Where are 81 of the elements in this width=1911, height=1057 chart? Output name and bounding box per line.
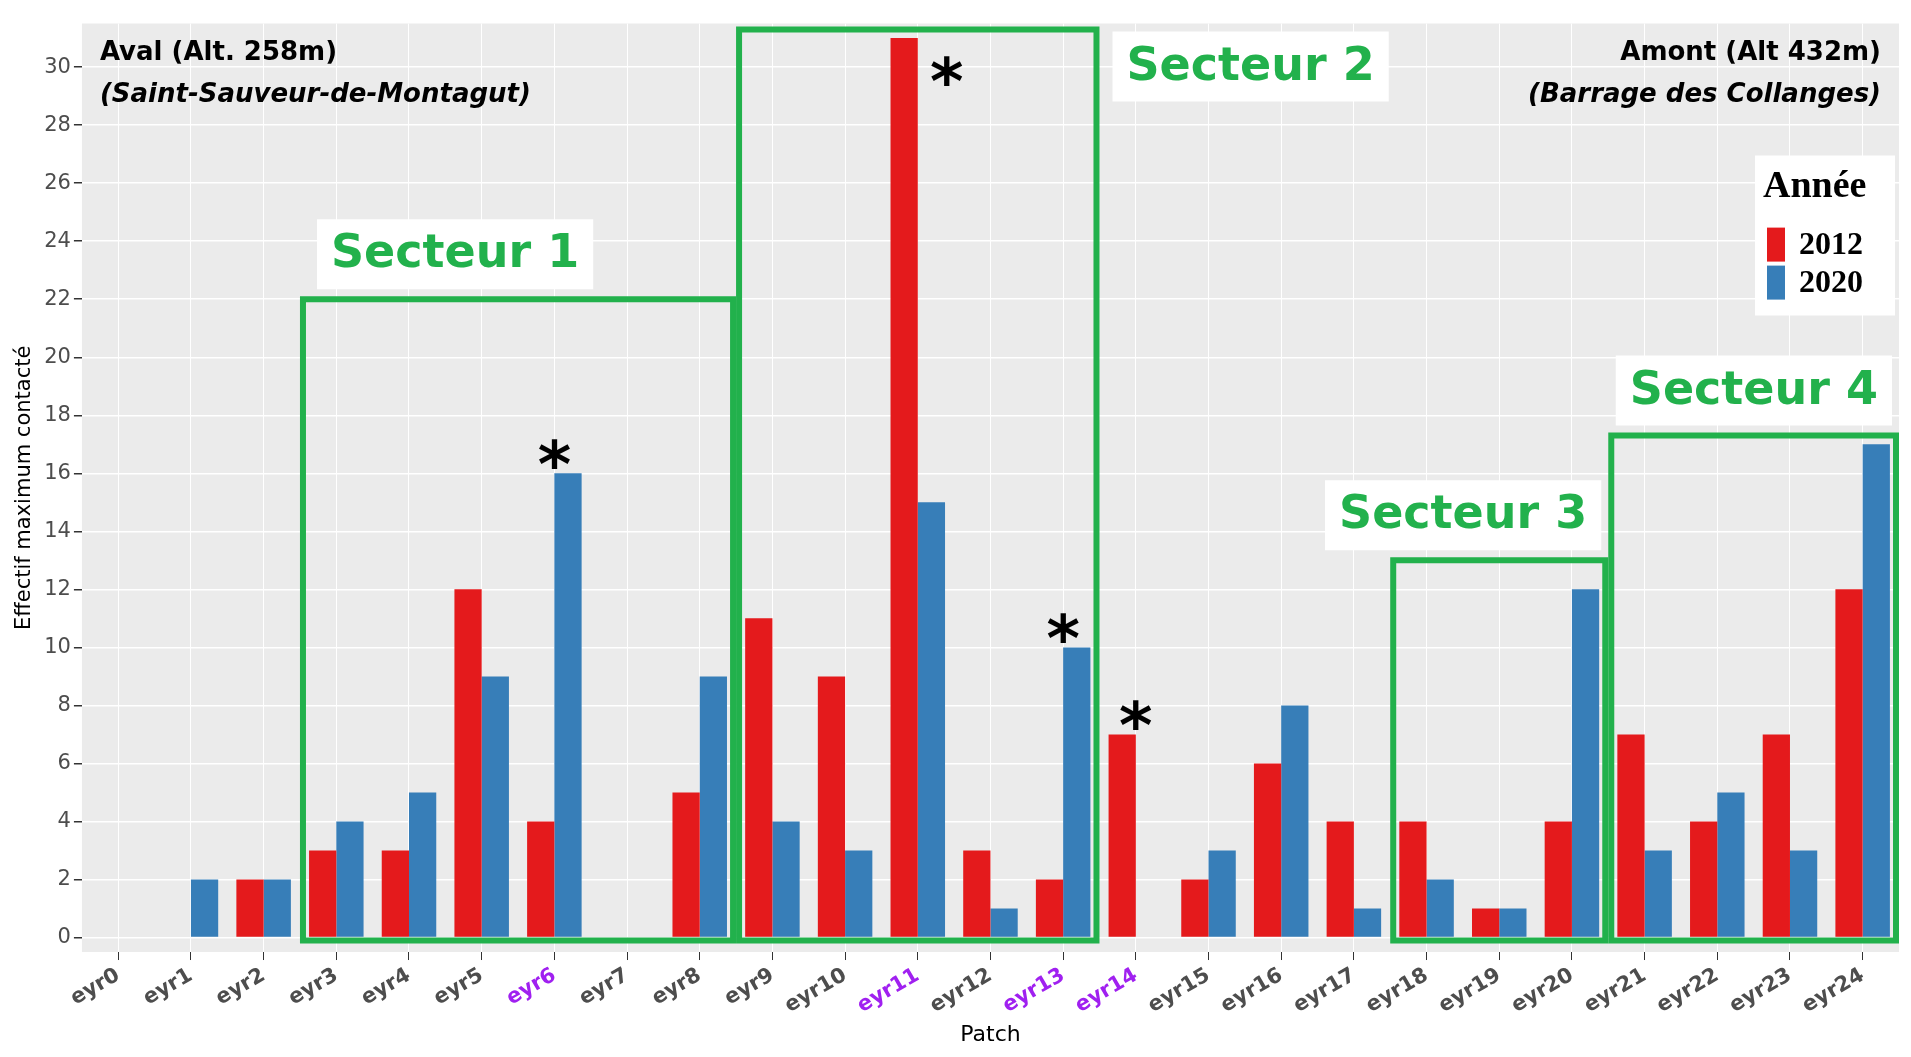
bar [381,850,409,937]
bar [1862,444,1890,937]
y-tick-label: 8 [57,691,71,716]
x-tick-label: eyr9 [719,962,778,1010]
y-tick-label: 18 [44,401,71,426]
bar [1035,879,1064,937]
bar [1326,821,1354,937]
y-tick-label: 30 [44,53,71,78]
bar [672,792,700,937]
bar [890,38,918,937]
annotation: Secteur 4 [1629,360,1879,415]
x-tick-label: eyr1 [138,962,197,1010]
y-tick-label: 16 [44,459,71,484]
bar [190,879,219,937]
annotation: Amont (Alt 432m) [1620,36,1881,67]
y-tick-label: 24 [44,227,71,252]
bar [1281,705,1309,937]
bar [845,850,873,937]
legend-title: Année [1763,163,1867,206]
y-tick-label: 0 [57,923,71,948]
bar [263,879,291,937]
y-tick-label: 6 [57,749,71,774]
bar [917,502,946,937]
bar [1353,908,1382,937]
y-tick-label: 10 [44,633,71,658]
y-tick-label: 12 [44,575,71,600]
bar [745,618,773,937]
bar [1063,647,1091,937]
bar [409,792,437,937]
annotation: Secteur 3 [1339,485,1588,540]
bar [1644,850,1672,937]
bar [1253,763,1282,937]
annotation: Secteur 1 [330,224,580,279]
legend-label: 2020 [1799,262,1863,299]
bar [1835,589,1863,937]
bar [1208,850,1236,937]
annotation: * [1046,602,1080,677]
bar [990,908,1018,937]
bar [817,676,846,937]
bar [481,676,509,937]
x-tick-label: eyr0 [65,962,124,1010]
bar [772,821,800,937]
bar [1617,734,1645,937]
y-tick-label: 20 [44,343,71,368]
bar [699,676,727,937]
bar [1544,821,1572,937]
bar [1181,879,1209,937]
y-tick-label: 14 [44,517,71,542]
y-axis-title: Effectif maximum contacté [11,345,36,630]
bar [1426,879,1454,937]
bar [1471,908,1500,937]
x-tick-label: eyr2 [211,962,269,1010]
bar [454,589,482,937]
bar [336,821,364,937]
y-tick-label: 2 [57,865,71,890]
annotation: * [537,428,572,503]
bar [1789,850,1818,937]
bar [1499,908,1527,937]
annotation: Secteur 2 [1126,36,1375,91]
y-tick-label: 28 [44,111,71,136]
annotation: (Barrage des Collanges) [1528,78,1881,109]
y-tick-label: 26 [44,169,71,194]
bar [309,850,337,937]
bar [236,879,264,937]
bar [527,821,555,937]
bar [1717,792,1745,937]
annotation: Aval (Alt. 258m) [99,36,338,67]
x-axis-title: Patch [960,1020,1021,1046]
bar [554,473,582,937]
annotation: (Saint-Sauveur-de-Montagut) [99,78,531,109]
bar [1399,821,1427,937]
bar [1108,734,1136,937]
bar [963,850,991,937]
y-tick-label: 4 [57,807,71,832]
bar [1762,734,1790,937]
y-tick-label: 22 [44,285,71,310]
annotation: * [930,45,964,120]
bar [1571,589,1600,937]
annotation: * [1119,689,1153,764]
bar [1690,821,1718,937]
legend-label: 2012 [1799,224,1863,261]
